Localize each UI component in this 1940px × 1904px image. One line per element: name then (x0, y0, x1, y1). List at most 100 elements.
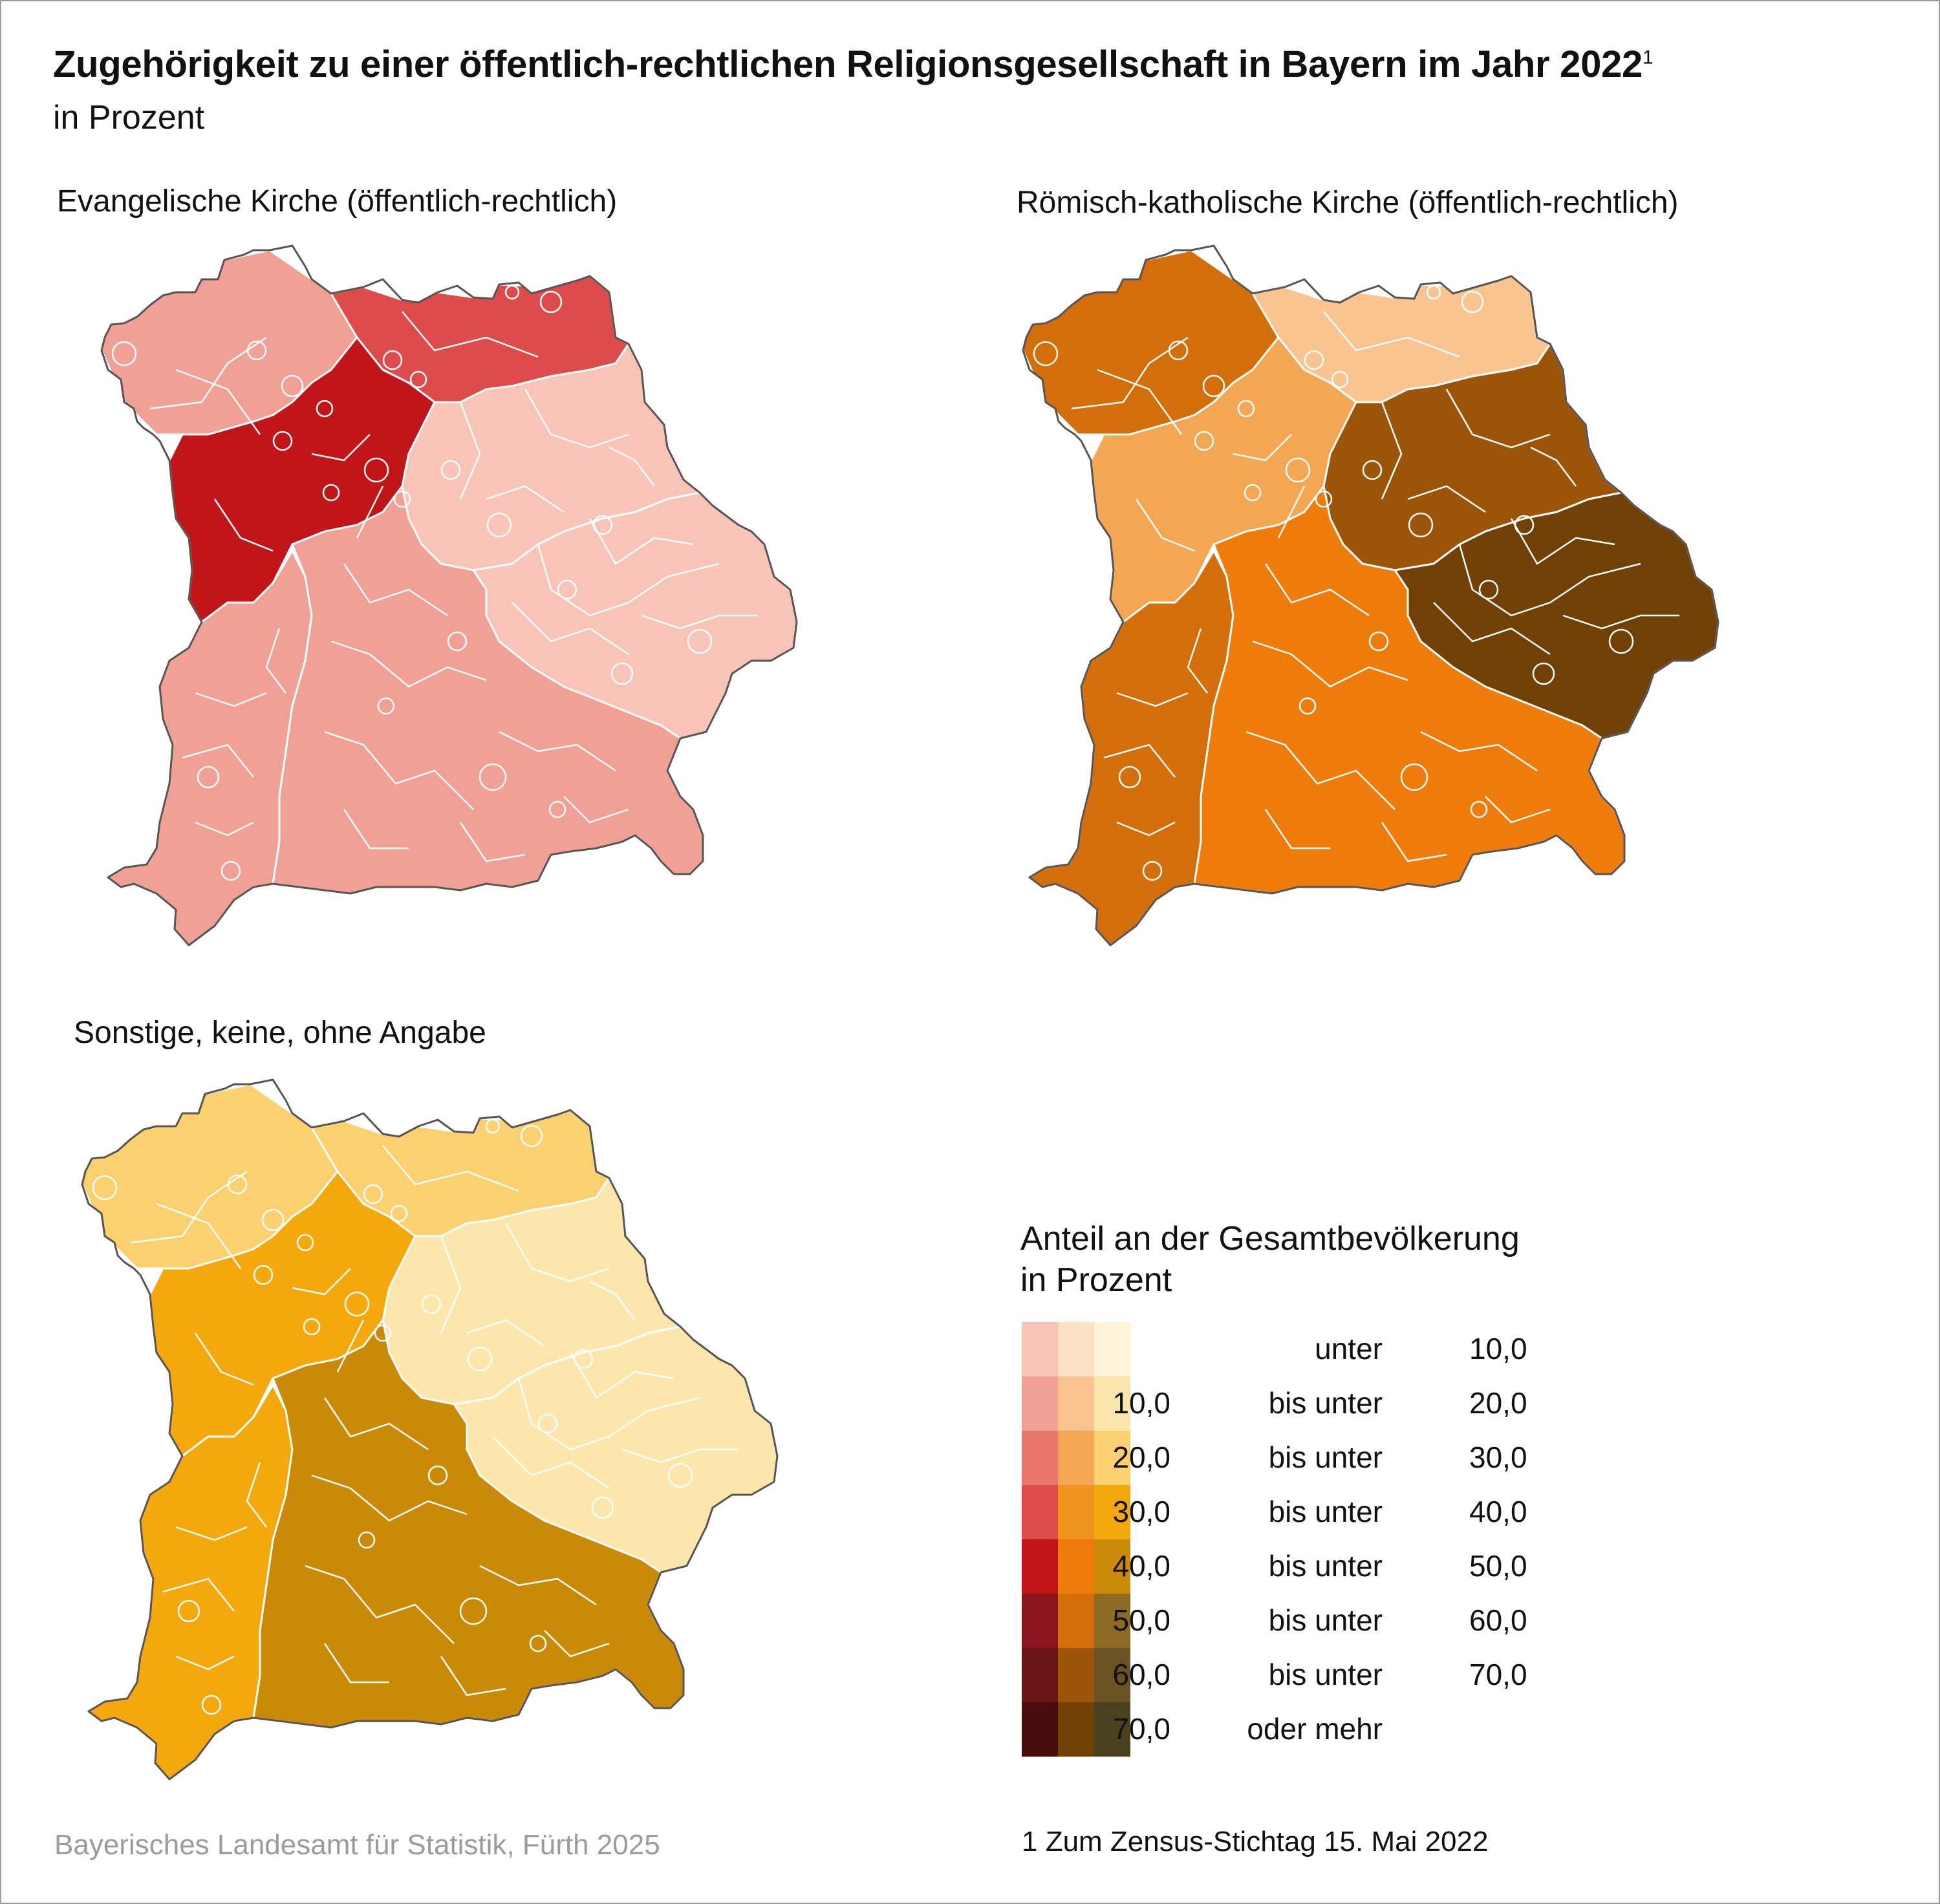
city-border (610, 662, 634, 685)
city-border (1461, 290, 1484, 314)
district-border (1116, 692, 1189, 707)
district-border (512, 602, 629, 656)
city-border (281, 374, 304, 398)
legend-swatch-sonstige (1094, 1539, 1130, 1594)
footnote: 1 Zum Zensus-Stichtag 15. Mai 2022 (1022, 1826, 1489, 1857)
source-note: Bayerisches Landesamt für Statistik, Für… (54, 1829, 660, 1861)
state-outline (100, 244, 798, 947)
legend-swatch-evangelisch (1022, 1485, 1058, 1539)
legend-swatch-evangelisch (1022, 1702, 1058, 1757)
city-border (363, 457, 389, 483)
legend-swatch-sonstige (1094, 1648, 1130, 1702)
district-border (305, 1565, 455, 1644)
city-border (1608, 628, 1634, 654)
district-border (1233, 434, 1292, 462)
city-border (459, 1597, 488, 1625)
district-border (343, 809, 409, 850)
city-border (322, 484, 340, 502)
city-border (479, 763, 507, 791)
city-border (485, 1118, 501, 1134)
legend-title: Anteil an der Gesamtbevölkerung in Proze… (1020, 1218, 1520, 1301)
city-border (1118, 765, 1141, 789)
district-border (311, 434, 371, 462)
district-border (343, 563, 448, 617)
legend-swatch-katholisch (1058, 1594, 1094, 1648)
district-border (323, 1643, 389, 1684)
legend-swatch-katholisch (1058, 1431, 1094, 1485)
legend-to: 40,0 (1469, 1495, 1527, 1528)
legend-from: 10,0 (1112, 1386, 1170, 1420)
city-border (1142, 861, 1163, 881)
district-border (1116, 821, 1176, 837)
city-border (363, 1184, 383, 1204)
city-border (1194, 431, 1214, 451)
district-border (1407, 485, 1486, 513)
city-border (591, 1496, 614, 1519)
legend-row: 40,0 bis unter 50,0 (1022, 1539, 1539, 1594)
district-border (544, 1630, 610, 1658)
district-border (292, 1268, 351, 1296)
city-border (1168, 340, 1189, 361)
legend-swatch-katholisch (1058, 1376, 1094, 1431)
district-border (324, 731, 474, 810)
city-border (1244, 484, 1262, 502)
district-border (459, 401, 481, 500)
legend-swatch-sonstige (1094, 1594, 1130, 1648)
district-border (175, 369, 261, 435)
city-border (504, 284, 520, 300)
city-border (1368, 631, 1389, 652)
legend-row: unter 10,0 (1022, 1322, 1539, 1376)
legend-to: 50,0 (1469, 1549, 1527, 1583)
district-border (1252, 640, 1408, 688)
city-border (1408, 512, 1434, 538)
district-border (265, 628, 286, 694)
legend-row: 50,0 bis unter 60,0 (1022, 1594, 1539, 1648)
district-border (440, 1656, 506, 1696)
city-border (197, 765, 220, 789)
district-border (195, 821, 254, 837)
district-border (1381, 401, 1403, 500)
legend-connector: bis unter (1268, 1386, 1383, 1420)
legend-row: 60,0 bis unter 70,0 (1022, 1648, 1539, 1702)
city-border (227, 1174, 248, 1195)
district-border (1510, 518, 1615, 565)
legend-swatch-katholisch (1058, 1648, 1094, 1702)
city-border (344, 1291, 370, 1317)
legend-from: 70,0 (1112, 1712, 1170, 1746)
figure-subtitle: in Prozent (53, 99, 205, 136)
legend-connector: bis unter (1268, 1603, 1383, 1637)
city-border (1304, 350, 1324, 370)
city-border (390, 1204, 408, 1223)
district-border (175, 1526, 248, 1541)
city-border (573, 1349, 594, 1369)
city-border (316, 400, 334, 418)
legend-connector: bis unter (1268, 1440, 1383, 1474)
district-border (175, 1655, 235, 1671)
legend-swatch-katholisch (1058, 1485, 1094, 1539)
city-border (409, 370, 427, 389)
district-border (466, 1319, 545, 1347)
district-border (246, 1462, 267, 1528)
district-border (609, 446, 655, 487)
district-border (1485, 796, 1551, 824)
legend-connector: bis unter (1268, 1549, 1383, 1583)
city-border (427, 1465, 448, 1486)
district-border (492, 1436, 610, 1490)
district-border (569, 1352, 674, 1399)
legend-to: 70,0 (1469, 1658, 1527, 1691)
district-border (1433, 602, 1551, 656)
legend-swatch-evangelisch (1022, 1376, 1058, 1431)
city-border (467, 1346, 493, 1372)
city-border (486, 512, 512, 538)
district-border (589, 1280, 636, 1321)
district-border (588, 518, 694, 565)
legend-swatch-sonstige (1094, 1322, 1130, 1376)
legend-swatch-sonstige (1094, 1702, 1130, 1757)
district-border (621, 1448, 738, 1464)
city-border (440, 460, 461, 480)
legend-row: 30,0 bis unter 40,0 (1022, 1485, 1539, 1539)
city-border (303, 1318, 321, 1336)
legend-connector: oder mehr (1247, 1712, 1383, 1746)
district-border (1135, 498, 1195, 552)
city-border (421, 1294, 442, 1314)
